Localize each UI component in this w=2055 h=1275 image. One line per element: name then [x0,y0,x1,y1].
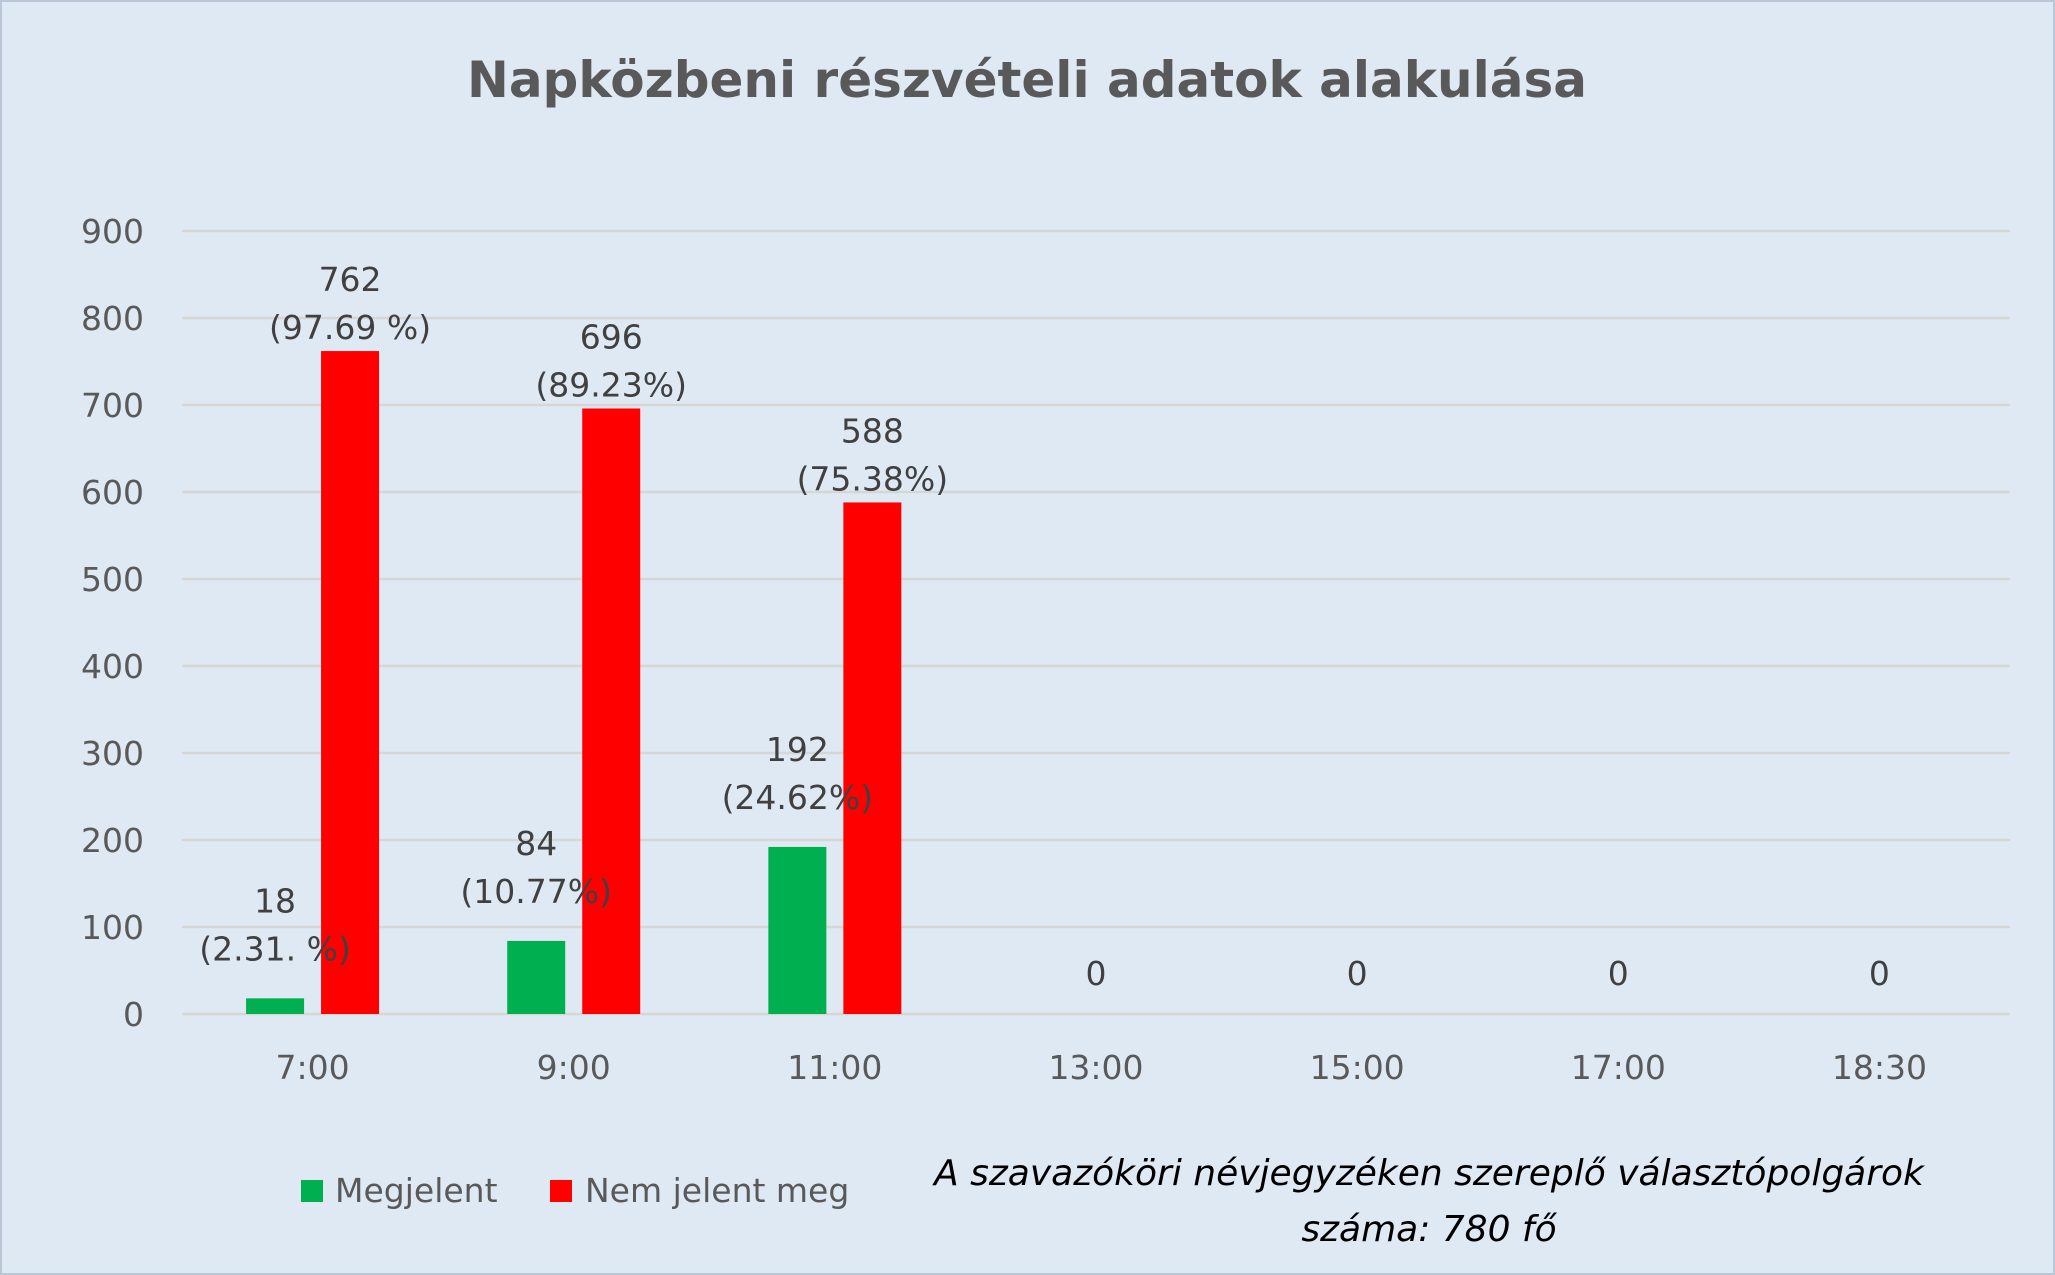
data-label: 0 [1608,954,1629,993]
legend-label-nem-jelent-meg: Nem jelent meg [585,1171,849,1210]
bar-megjelent [507,940,566,1014]
legend-swatch-megjelent [301,1180,323,1202]
chart-title: Napközbeni részvételi adatok alakulása [467,51,1587,109]
data-label: 84 [515,824,557,863]
data-label: (10.77%) [460,872,612,911]
gridlines [182,229,2010,1016]
data-label: (89.23%) [535,365,687,404]
x-tick-label: 18:30 [1832,1048,1927,1087]
x-axis: 7:00 9:00 11:00 13:00 15:00 17:00 18:30 [276,1048,1927,1087]
y-tick-label: 700 [81,386,144,425]
bar-nem-jelent-meg [843,502,902,1014]
bar-megjelent [246,998,305,1014]
data-label: (2.31. %) [199,929,351,968]
voter-count-note: A szavazóköri névjegyzéken szereplő vála… [932,1153,1926,1250]
bars [246,351,902,1015]
data-label: 696 [580,317,643,356]
data-label: 192 [766,730,829,769]
data-label: (75.38%) [797,459,949,498]
data-label: 18 [254,881,296,920]
note-line-1: A szavazóköri névjegyzéken szereplő vála… [932,1153,1926,1194]
y-tick-label: 0 [123,995,144,1034]
y-tick-label: 800 [81,299,144,338]
y-tick-label: 300 [81,734,144,773]
data-label: (24.62%) [722,778,874,817]
data-label: 0 [1086,954,1107,993]
bar-megjelent [768,846,827,1014]
legend-swatch-nem-jelent-meg [550,1180,572,1202]
bar-nem-jelent-meg [321,351,380,1014]
x-tick-label: 13:00 [1048,1048,1143,1087]
y-tick-label: 600 [81,473,144,512]
data-labels: 18 (2.31. %) 762 (97.69 %) 84 (10.77%) 696 (89.… [199,260,1890,993]
data-label: 588 [841,411,904,450]
y-tick-label: 400 [81,647,144,686]
y-tick-label: 900 [81,212,144,251]
y-tick-label: 100 [81,908,144,947]
y-axis: 0 100 200 300 400 500 600 700 800 900 [81,212,144,1034]
data-label: 762 [319,260,382,299]
x-tick-label: 7:00 [276,1048,350,1087]
data-label: 0 [1347,954,1368,993]
legend-label-megjelent: Megjelent [335,1171,498,1210]
y-tick-label: 200 [81,821,144,860]
data-label: (97.69 %) [269,308,431,347]
y-tick-label: 500 [81,560,144,599]
legend: Megjelent Nem jelent meg [301,1171,849,1210]
x-tick-label: 9:00 [537,1048,611,1087]
x-tick-label: 17:00 [1571,1048,1666,1087]
data-label: 0 [1869,954,1890,993]
note-line-2: száma: 780 fő [1301,1209,1557,1250]
bar-nem-jelent-meg [582,408,641,1015]
x-tick-label: 15:00 [1310,1048,1405,1087]
x-tick-label: 11:00 [787,1048,882,1087]
